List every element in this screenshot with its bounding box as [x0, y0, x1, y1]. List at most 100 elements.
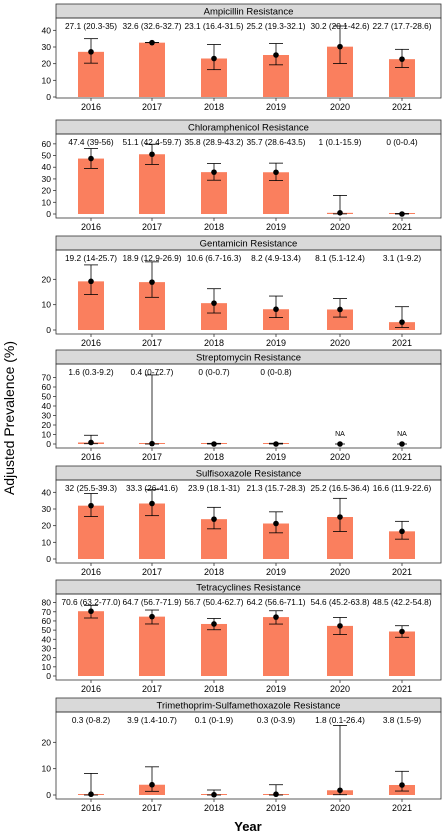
x-tick-label: 2018 — [204, 803, 224, 813]
data-label: 1.6 (0.3-9.2) — [68, 367, 113, 377]
y-tick-label: 30 — [42, 42, 52, 52]
data-label: 0 (0-0.8) — [260, 367, 292, 377]
data-point — [149, 279, 155, 285]
data-point — [88, 278, 94, 285]
x-tick-label: 2016 — [81, 102, 101, 112]
y-tick-label: 40 — [42, 162, 52, 172]
y-tick-label: 30 — [42, 504, 52, 514]
y-tick-label: 70 — [42, 607, 52, 617]
x-tick-label: 2019 — [266, 567, 286, 577]
y-tick-label: 20 — [42, 420, 52, 430]
panel: Ampicillin Resistance 0 10 20 30 40 27.1 (20.3… — [42, 3, 442, 112]
data-point — [273, 52, 279, 58]
data-label: 0.1 (0-1.9) — [195, 715, 234, 725]
x-tick-label: 2020 — [330, 102, 350, 112]
x-tick-label: 2017 — [142, 222, 162, 232]
x-tick-label: 2021 — [392, 338, 412, 348]
data-point — [399, 211, 405, 217]
data-point — [273, 441, 279, 447]
panel-title: Chloramphenicol Resistance — [188, 123, 309, 134]
y-tick-label: 0 — [46, 439, 51, 449]
data-label: 3.1 (1-9.2) — [383, 253, 422, 263]
data-point — [337, 623, 343, 629]
y-tick-label: 10 — [42, 430, 52, 440]
data-point — [399, 782, 405, 788]
data-point — [211, 441, 217, 447]
x-tick-label: 2021 — [392, 452, 412, 462]
bar — [139, 616, 165, 676]
y-tick-label: 20 — [42, 521, 52, 531]
y-tick-label: 50 — [42, 151, 52, 161]
bar — [263, 617, 289, 676]
bar — [201, 623, 227, 676]
data-label: 56.7 (50.4-62.7) — [184, 597, 243, 607]
panel-title: Streptomycin Resistance — [196, 353, 301, 364]
panel-frame — [55, 363, 442, 449]
y-tick-label: 40 — [42, 401, 52, 411]
data-label: 0 (0-0.7) — [198, 367, 230, 377]
y-tick-label: 60 — [42, 382, 52, 392]
y-tick-label: 30 — [42, 411, 52, 421]
panel-title: Gentamicin Resistance — [200, 239, 298, 250]
y-tick-label: 20 — [42, 737, 52, 747]
data-label: 8.1 (5.1-12.4) — [315, 253, 365, 263]
data-label: 23.9 (18.1-31) — [188, 483, 240, 493]
data-point — [273, 169, 279, 176]
data-point — [273, 614, 279, 620]
y-tick-label: 10 — [42, 197, 52, 207]
x-tick-label: 2020 — [330, 684, 350, 694]
panel: Tetracyclines Resistance 0102030405060708… — [42, 579, 442, 694]
data-label: 27.1 (20.3-35) — [65, 21, 117, 31]
na-label: NA — [397, 431, 407, 438]
data-point — [211, 300, 217, 306]
data-point — [149, 440, 155, 447]
y-tick-label: 10 — [42, 300, 52, 310]
y-tick-label: 20 — [42, 186, 52, 196]
panel-frame — [55, 17, 442, 99]
data-point — [88, 502, 94, 509]
x-tick-label: 2019 — [266, 684, 286, 694]
data-point — [337, 787, 343, 794]
x-tick-label: 2019 — [266, 102, 286, 112]
data-point — [337, 514, 343, 520]
data-label: 54.6 (45.2-63.8) — [310, 597, 369, 607]
x-tick-label: 2019 — [266, 803, 286, 813]
data-label: 19.2 (14-25.7) — [65, 253, 117, 263]
data-label: 33.3 (26-41.6) — [126, 483, 178, 493]
x-tick-label: 2019 — [266, 338, 286, 348]
panel-title: Trimethoprim-Sulfamethoxazole Resistance — [157, 701, 341, 712]
x-tick-label: 2019 — [266, 222, 286, 232]
data-point — [399, 528, 405, 535]
x-tick-label: 2020 — [330, 338, 350, 348]
data-label: 10.6 (6.7-16.3) — [187, 253, 242, 263]
data-label: 30.2 (20.1-42.6) — [310, 21, 369, 31]
y-tick-label: 20 — [42, 274, 52, 284]
data-point — [273, 520, 279, 527]
y-tick-label: 80 — [42, 598, 52, 608]
data-label: 0.4 (0-72.7) — [131, 367, 174, 377]
panel-title: Tetracyclines Resistance — [196, 583, 301, 594]
y-tick-label: 30 — [42, 643, 52, 653]
y-tick-label: 60 — [42, 139, 52, 149]
data-label: 47.4 (39-56) — [68, 137, 113, 147]
x-tick-label: 2021 — [392, 222, 412, 232]
panel-title: Ampicillin Resistance — [204, 7, 294, 18]
data-point — [337, 210, 343, 216]
data-label: 64.2 (56.6-71.1) — [246, 597, 305, 607]
data-point — [273, 791, 279, 798]
x-tick-label: 2016 — [81, 338, 101, 348]
x-tick-label: 2020 — [330, 222, 350, 232]
data-point — [149, 613, 155, 620]
x-tick-label: 2017 — [142, 567, 162, 577]
data-label: 1.8 (0.1-26.4) — [315, 715, 365, 725]
data-point — [211, 55, 217, 62]
y-tick-label: 10 — [42, 662, 52, 672]
data-label: 70.6 (63.2-77.0) — [61, 597, 120, 607]
data-point — [399, 628, 405, 635]
data-point — [88, 49, 94, 55]
panel: Trimethoprim-Sulfamethoxazole Resistance… — [42, 697, 442, 813]
